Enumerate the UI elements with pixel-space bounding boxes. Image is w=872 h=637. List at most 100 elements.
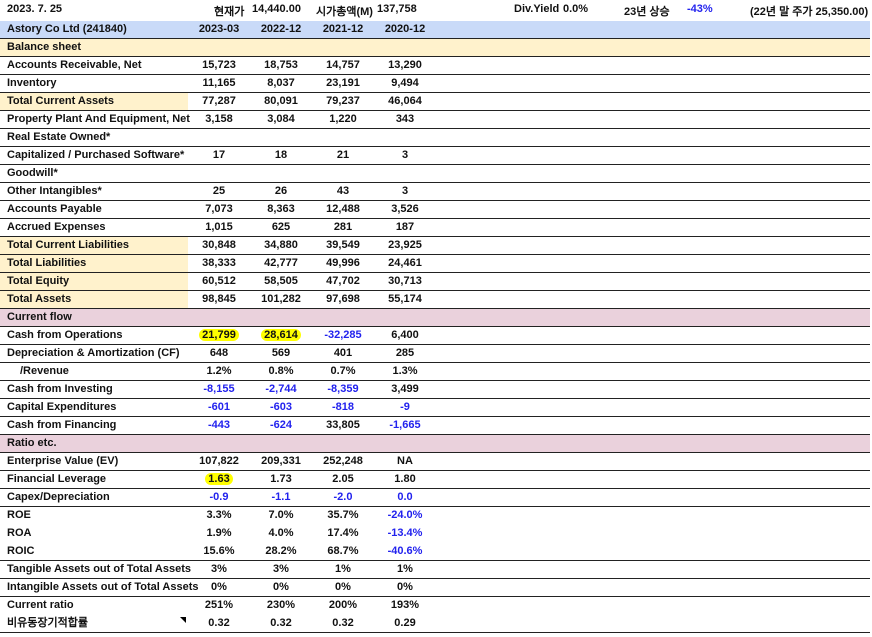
value-cell[interactable]: 7,073: [188, 201, 250, 218]
value-cell[interactable]: [250, 165, 312, 182]
value-cell[interactable]: 97,698: [312, 291, 374, 308]
value-cell[interactable]: 17: [188, 147, 250, 164]
value-cell[interactable]: 209,331: [250, 453, 312, 470]
value-cell[interactable]: 98,845: [188, 291, 250, 308]
value-cell[interactable]: 0.8%: [250, 363, 312, 380]
value-cell[interactable]: 7.0%: [250, 507, 312, 524]
value-cell[interactable]: -624: [250, 417, 312, 434]
value-cell[interactable]: 3: [374, 183, 436, 200]
value-cell[interactable]: 1%: [374, 561, 436, 578]
value-cell[interactable]: 28,614: [250, 327, 312, 344]
value-cell[interactable]: 3.3%: [188, 507, 250, 524]
value-cell[interactable]: -8,359: [312, 381, 374, 398]
value-cell[interactable]: 21: [312, 147, 374, 164]
value-cell[interactable]: 23,191: [312, 75, 374, 92]
value-cell[interactable]: NA: [374, 453, 436, 470]
value-cell[interactable]: -32,285: [312, 327, 374, 344]
value-cell[interactable]: 625: [250, 219, 312, 236]
value-cell[interactable]: -601: [188, 399, 250, 416]
value-cell[interactable]: 0%: [312, 579, 374, 596]
value-cell[interactable]: 230%: [250, 597, 312, 614]
value-cell[interactable]: [312, 129, 374, 146]
value-cell[interactable]: 101,282: [250, 291, 312, 308]
value-cell[interactable]: 18: [250, 147, 312, 164]
value-cell[interactable]: 6,400: [374, 327, 436, 344]
value-cell[interactable]: 3: [374, 147, 436, 164]
value-cell[interactable]: 3%: [250, 561, 312, 578]
value-cell[interactable]: 34,880: [250, 237, 312, 254]
value-cell[interactable]: -9: [374, 399, 436, 416]
value-cell[interactable]: -2,744: [250, 381, 312, 398]
value-cell[interactable]: 251%: [188, 597, 250, 614]
value-cell[interactable]: 26: [250, 183, 312, 200]
value-cell[interactable]: 281: [312, 219, 374, 236]
value-cell[interactable]: 18,753: [250, 57, 312, 74]
value-cell[interactable]: 79,237: [312, 93, 374, 110]
value-cell[interactable]: 107,822: [188, 453, 250, 470]
value-cell[interactable]: 285: [374, 345, 436, 362]
value-cell[interactable]: 0.0: [374, 489, 436, 506]
value-cell[interactable]: 0.7%: [312, 363, 374, 380]
value-cell[interactable]: 3,499: [374, 381, 436, 398]
value-cell[interactable]: 42,777: [250, 255, 312, 272]
value-cell[interactable]: 1.3%: [374, 363, 436, 380]
value-cell[interactable]: 0.32: [312, 615, 374, 632]
value-cell[interactable]: 3%: [188, 561, 250, 578]
value-cell[interactable]: 58,505: [250, 273, 312, 290]
value-cell[interactable]: 21,799: [188, 327, 250, 344]
value-cell[interactable]: 17.4%: [312, 525, 374, 542]
value-cell[interactable]: 1%: [312, 561, 374, 578]
value-cell[interactable]: 1,015: [188, 219, 250, 236]
value-cell[interactable]: 0.32: [188, 615, 250, 632]
value-cell[interactable]: -13.4%: [374, 525, 436, 542]
value-cell[interactable]: 25: [188, 183, 250, 200]
value-cell[interactable]: -0.9: [188, 489, 250, 506]
value-cell[interactable]: 0%: [188, 579, 250, 596]
value-cell[interactable]: -603: [250, 399, 312, 416]
value-cell[interactable]: 0%: [374, 579, 436, 596]
value-cell[interactable]: 252,248: [312, 453, 374, 470]
value-cell[interactable]: 8,037: [250, 75, 312, 92]
value-cell[interactable]: 55,174: [374, 291, 436, 308]
value-cell[interactable]: 15.6%: [188, 543, 250, 560]
comment-indicator-icon[interactable]: [180, 617, 186, 623]
value-cell[interactable]: 0%: [250, 579, 312, 596]
value-cell[interactable]: 1.80: [374, 471, 436, 488]
value-cell[interactable]: 30,848: [188, 237, 250, 254]
value-cell[interactable]: -8,155: [188, 381, 250, 398]
value-cell[interactable]: [374, 165, 436, 182]
value-cell[interactable]: [188, 165, 250, 182]
value-cell[interactable]: -24.0%: [374, 507, 436, 524]
value-cell[interactable]: [312, 165, 374, 182]
value-cell[interactable]: 46,064: [374, 93, 436, 110]
value-cell[interactable]: 0.29: [374, 615, 436, 632]
value-cell[interactable]: -443: [188, 417, 250, 434]
value-cell[interactable]: 33,805: [312, 417, 374, 434]
value-cell[interactable]: -2.0: [312, 489, 374, 506]
value-cell[interactable]: 1.63: [188, 471, 250, 488]
value-cell[interactable]: 1.9%: [188, 525, 250, 542]
value-cell[interactable]: 1.73: [250, 471, 312, 488]
value-cell[interactable]: 1,220: [312, 111, 374, 128]
value-cell[interactable]: 47,702: [312, 273, 374, 290]
value-cell[interactable]: 9,494: [374, 75, 436, 92]
value-cell[interactable]: 35.7%: [312, 507, 374, 524]
value-cell[interactable]: 12,488: [312, 201, 374, 218]
value-cell[interactable]: -1,665: [374, 417, 436, 434]
value-cell[interactable]: 1.2%: [188, 363, 250, 380]
value-cell[interactable]: 11,165: [188, 75, 250, 92]
value-cell[interactable]: 343: [374, 111, 436, 128]
value-cell[interactable]: 43: [312, 183, 374, 200]
value-cell[interactable]: 8,363: [250, 201, 312, 218]
value-cell[interactable]: -40.6%: [374, 543, 436, 560]
value-cell[interactable]: 49,996: [312, 255, 374, 272]
value-cell[interactable]: 39,549: [312, 237, 374, 254]
value-cell[interactable]: 14,757: [312, 57, 374, 74]
value-cell[interactable]: [374, 129, 436, 146]
value-cell[interactable]: 4.0%: [250, 525, 312, 542]
value-cell[interactable]: 648: [188, 345, 250, 362]
value-cell[interactable]: 15,723: [188, 57, 250, 74]
value-cell[interactable]: 60,512: [188, 273, 250, 290]
value-cell[interactable]: 28.2%: [250, 543, 312, 560]
value-cell[interactable]: -1.1: [250, 489, 312, 506]
